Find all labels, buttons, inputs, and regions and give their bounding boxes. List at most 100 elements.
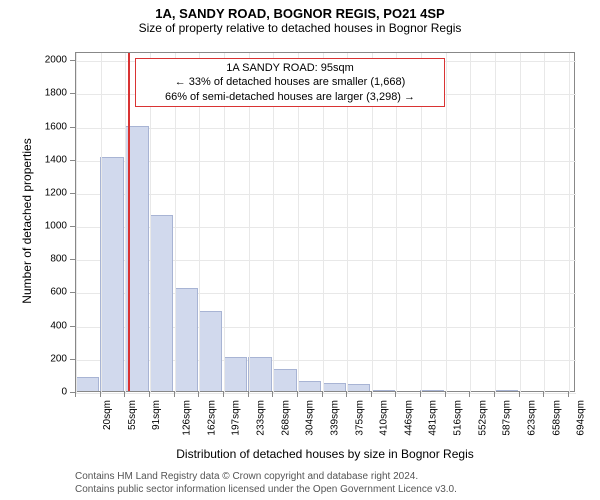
grid-line-v (470, 53, 471, 393)
y-tick-mark (70, 127, 75, 128)
grid-line (76, 393, 576, 394)
x-tick-label: 658sqm (551, 400, 562, 436)
x-tick-label: 375sqm (354, 400, 365, 436)
footer-text: Contains HM Land Registry data © Crown c… (75, 470, 457, 496)
x-tick-label: 446sqm (403, 400, 414, 436)
y-tick-mark (70, 60, 75, 61)
y-tick-label: 1800 (45, 88, 67, 99)
histogram-bar (100, 157, 123, 391)
histogram-bar (224, 357, 247, 391)
x-tick-mark (519, 392, 520, 397)
x-tick-mark (346, 392, 347, 397)
y-tick-mark (70, 193, 75, 194)
x-tick-mark (543, 392, 544, 397)
histogram-bar (323, 383, 346, 391)
x-tick-label: 552sqm (477, 400, 488, 436)
chart-title: 1A, SANDY ROAD, BOGNOR REGIS, PO21 4SP (0, 0, 600, 21)
grid-line-v (76, 53, 77, 393)
y-tick-label: 2000 (45, 55, 67, 66)
x-tick-mark (100, 392, 101, 397)
x-tick-mark (568, 392, 569, 397)
x-tick-mark (395, 392, 396, 397)
grid-line-v (101, 53, 102, 393)
x-tick-label: 304sqm (305, 400, 316, 436)
y-tick-label: 400 (50, 320, 67, 331)
y-tick-label: 1200 (45, 187, 67, 198)
x-tick-label: 91sqm (151, 400, 162, 430)
x-tick-label: 162sqm (206, 400, 217, 436)
x-tick-mark (371, 392, 372, 397)
histogram-bar (175, 288, 198, 391)
y-tick-mark (70, 93, 75, 94)
histogram-bar (199, 311, 222, 391)
y-axis-label: Number of detached properties (20, 51, 34, 391)
x-tick-label: 410sqm (379, 400, 390, 436)
y-tick-label: 1600 (45, 121, 67, 132)
x-tick-label: 197sqm (231, 400, 242, 436)
histogram-bar (495, 390, 518, 391)
x-tick-label: 55sqm (127, 400, 138, 430)
x-tick-mark (322, 392, 323, 397)
x-tick-mark (494, 392, 495, 397)
x-tick-label: 694sqm (576, 400, 587, 436)
x-tick-mark (174, 392, 175, 397)
histogram-bar (347, 384, 370, 391)
histogram-bar (273, 369, 296, 391)
y-tick-mark (70, 292, 75, 293)
y-tick-mark (70, 226, 75, 227)
y-tick-label: 1000 (45, 221, 67, 232)
x-tick-mark (297, 392, 298, 397)
x-tick-mark (198, 392, 199, 397)
y-tick-label: 1400 (45, 154, 67, 165)
x-tick-label: 516sqm (453, 400, 464, 436)
x-tick-mark (469, 392, 470, 397)
y-tick-mark (70, 259, 75, 260)
histogram-bar (76, 377, 99, 391)
grid-line-v (446, 53, 447, 393)
grid-line (76, 161, 576, 162)
grid-line-v (520, 53, 521, 393)
x-tick-mark (223, 392, 224, 397)
x-tick-label: 233sqm (255, 400, 266, 436)
x-tick-label: 126sqm (182, 400, 193, 436)
y-tick-mark (70, 359, 75, 360)
histogram-bar (248, 357, 271, 391)
x-tick-label: 339sqm (329, 400, 340, 436)
annotation-line3: 66% of semi-detached houses are larger (… (142, 90, 438, 104)
y-tick-label: 800 (50, 254, 67, 265)
y-tick-label: 0 (61, 387, 67, 398)
histogram-bar (150, 215, 173, 391)
x-tick-mark (248, 392, 249, 397)
x-tick-label: 623sqm (527, 400, 538, 436)
footer-line2: Contains public sector information licen… (75, 483, 457, 496)
x-tick-label: 481sqm (428, 400, 439, 436)
y-tick-label: 200 (50, 353, 67, 364)
histogram-bar (298, 381, 321, 391)
x-tick-label: 268sqm (280, 400, 291, 436)
annotation-box: 1A SANDY ROAD: 95sqm ← 33% of detached h… (135, 58, 445, 107)
footer-line1: Contains HM Land Registry data © Crown c… (75, 470, 457, 483)
y-tick-mark (70, 160, 75, 161)
x-axis-label: Distribution of detached houses by size … (75, 447, 575, 461)
grid-line-v (495, 53, 496, 393)
histogram-bar (420, 390, 443, 391)
grid-line-v (125, 53, 126, 393)
x-tick-mark (124, 392, 125, 397)
x-tick-mark (420, 392, 421, 397)
histogram-bar (372, 390, 395, 391)
x-tick-label: 587sqm (502, 400, 513, 436)
marker-line (128, 53, 130, 391)
grid-line (76, 128, 576, 129)
x-tick-mark (272, 392, 273, 397)
x-tick-mark (445, 392, 446, 397)
chart-subtitle: Size of property relative to detached ho… (0, 21, 600, 35)
annotation-line1: 1A SANDY ROAD: 95sqm (142, 61, 438, 75)
x-tick-label: 20sqm (102, 400, 113, 430)
grid-line-v (544, 53, 545, 393)
x-tick-mark (75, 392, 76, 397)
annotation-line2: ← 33% of detached houses are smaller (1,… (142, 75, 438, 89)
x-tick-mark (149, 392, 150, 397)
grid-line (76, 194, 576, 195)
chart-container: { "title": "1A, SANDY ROAD, BOGNOR REGIS… (0, 0, 600, 500)
y-tick-mark (70, 326, 75, 327)
